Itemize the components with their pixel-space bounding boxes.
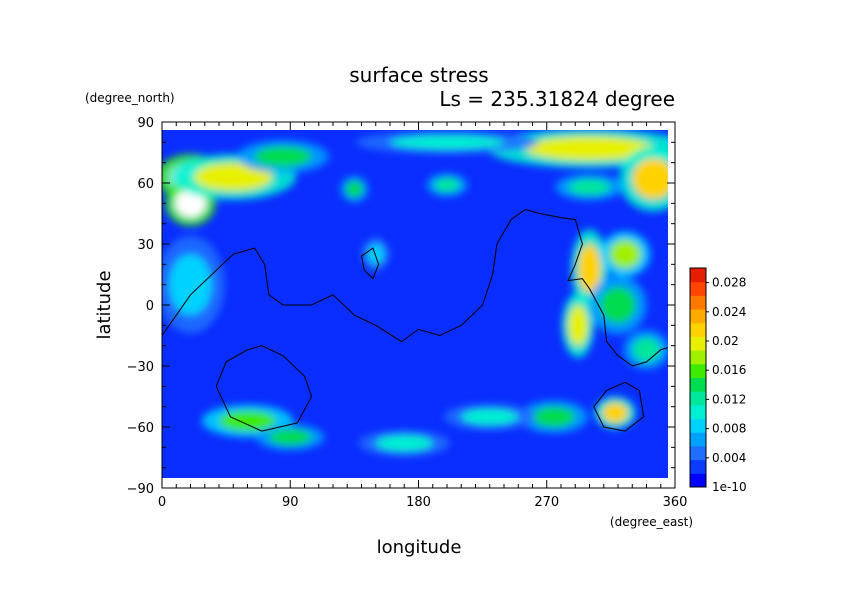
heatmap-blob-core-21 bbox=[169, 254, 212, 316]
colorbar-tick-label: 0.016 bbox=[712, 363, 746, 377]
y-tick-label: 30 bbox=[137, 238, 154, 253]
colorbar: 1e-10 0.004 0.008 0.012 0.016 0.02 0.024 0.028 bbox=[689, 267, 747, 494]
colorbar-cell-10 bbox=[690, 336, 706, 351]
colorbar-cell-12 bbox=[690, 309, 706, 324]
heatmap-blob-core-5 bbox=[434, 177, 460, 193]
heatmap-blob-core-13 bbox=[632, 337, 661, 362]
chart-title: surface stress bbox=[349, 63, 488, 87]
heatmap-blob-core-20 bbox=[367, 244, 385, 265]
y-tick-label: −30 bbox=[127, 360, 154, 375]
y-tick-label: −90 bbox=[127, 482, 154, 497]
colorbar-cell-4 bbox=[690, 418, 706, 433]
colorbar-cell-13 bbox=[690, 295, 706, 310]
heatmap-blob-core-7 bbox=[632, 158, 668, 200]
contour-line-1 bbox=[361, 247, 380, 280]
colorbar-cell-15 bbox=[690, 268, 706, 283]
heatmap-blob-core-14 bbox=[602, 402, 628, 423]
colorbar-cell-9 bbox=[690, 350, 706, 365]
y-tick-label: 60 bbox=[137, 177, 154, 192]
heatmap-blob-core-4 bbox=[345, 180, 363, 198]
x-tick-label: 180 bbox=[406, 495, 431, 510]
x-axis: 0 90 180 270 360 bbox=[158, 122, 688, 510]
y-units-label: (degree_north) bbox=[85, 91, 175, 105]
colorbar-tick-label: 0.008 bbox=[712, 422, 746, 436]
x-tick-label: 270 bbox=[534, 495, 559, 510]
x-tick-label: 90 bbox=[282, 495, 299, 510]
heatmap-blob-core-6 bbox=[525, 136, 654, 161]
colorbar-cells bbox=[690, 268, 706, 488]
heatmap-blob-core-2 bbox=[194, 162, 273, 192]
colorbar-tick-label: 0.028 bbox=[712, 276, 746, 290]
colorbar-cell-7 bbox=[690, 377, 706, 392]
contour-line-3 bbox=[593, 381, 645, 432]
y-tick-label: 0 bbox=[146, 299, 154, 314]
colorbar-cell-1 bbox=[690, 459, 706, 474]
x-axis-label: longitude bbox=[377, 537, 462, 558]
heatmap-blob-core-10 bbox=[568, 305, 589, 346]
colorbar-cell-2 bbox=[690, 445, 706, 461]
heatmap-blob-core-8 bbox=[568, 178, 611, 196]
y-tick-label: 90 bbox=[137, 116, 154, 131]
contour-line-0 bbox=[162, 208, 668, 367]
x-tick-label: 360 bbox=[663, 495, 688, 510]
y-axis: −90 −60 −30 0 30 60 90 bbox=[127, 116, 675, 497]
colorbar-tick-label: 0.02 bbox=[712, 334, 739, 348]
heatmap-blob-core-18 bbox=[375, 435, 433, 452]
colorbar-frame bbox=[689, 267, 707, 488]
contour-line-2 bbox=[215, 345, 313, 432]
coastline-contours bbox=[162, 208, 668, 432]
colorbar-cell-3 bbox=[690, 432, 706, 447]
colorbar-min-label: 1e-10 bbox=[712, 480, 747, 494]
heatmap-blob-core-17 bbox=[268, 429, 312, 446]
colorbar-cell-5 bbox=[690, 404, 706, 420]
x-tick-label: 0 bbox=[158, 495, 166, 510]
x-units-label: (degree_east) bbox=[610, 515, 693, 529]
heatmap-blob-core-12 bbox=[600, 286, 636, 324]
heatmap-blob-core-22 bbox=[390, 135, 504, 150]
y-axis-label: latitude bbox=[94, 270, 115, 339]
heatmap-blob-core-15 bbox=[532, 406, 576, 428]
heatmap-blob-core-19 bbox=[461, 408, 519, 425]
chart-subtitle: Ls = 235.31824 degree bbox=[439, 87, 675, 111]
colorbar-tick-label: 0.012 bbox=[712, 392, 746, 406]
heatmap-blob-core-3 bbox=[254, 146, 312, 167]
heatmap-blob-core-11 bbox=[609, 239, 641, 269]
plot-area bbox=[161, 121, 676, 489]
colorbar-cell-8 bbox=[690, 363, 706, 378]
heatmap-blob-core-16 bbox=[219, 410, 276, 432]
heatmap-blob-core-1 bbox=[174, 189, 207, 218]
colorbar-tick-label: 0.024 bbox=[712, 305, 746, 319]
colorbar-cell-11 bbox=[690, 322, 706, 337]
y-tick-label: −60 bbox=[127, 421, 154, 436]
colorbar-cell-0 bbox=[690, 473, 706, 488]
colorbar-tick-label: 0.004 bbox=[712, 451, 746, 465]
colorbar-ticks: 1e-10 0.004 0.008 0.012 0.016 0.02 0.024 0.028 bbox=[706, 276, 747, 494]
colorbar-cell-6 bbox=[690, 391, 706, 406]
colorbar-cell-14 bbox=[690, 281, 706, 296]
